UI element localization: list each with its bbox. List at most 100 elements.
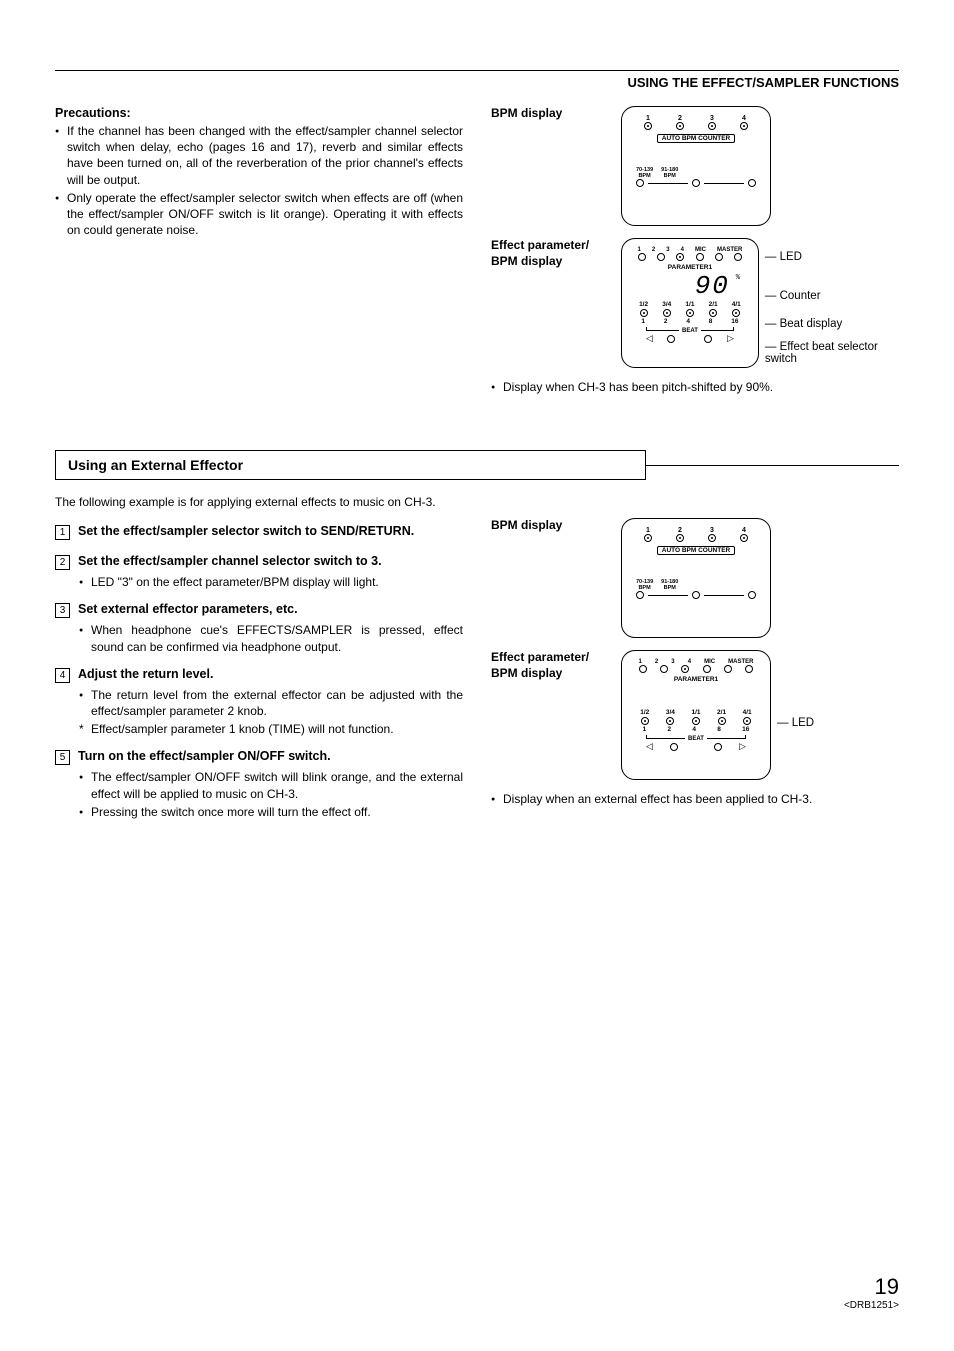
led-icon [667,335,675,343]
led-icon [676,534,684,542]
step-number: 2 [55,555,70,570]
page-number: 19 [844,1274,899,1300]
led-icon [638,253,646,261]
beat-ratio: 2/1 [709,301,718,308]
beat-ratio: 1/2 [640,709,649,716]
precautions-heading: Precautions: [55,106,463,120]
panel-caption: Display when an external effect has been… [491,792,899,806]
ch-num: 2 [652,247,655,253]
beat-ratio: 4/1 [743,709,752,716]
ch-num: 3 [671,659,674,665]
ch-num: 3 [666,247,669,253]
beat-num: 2 [668,726,672,733]
beat-ratio: 3/4 [662,301,671,308]
led-icon [703,665,711,673]
led-icon [745,665,753,673]
annot-counter: Counter [780,290,821,302]
precautions-list: If the channel has been changed with the… [55,123,463,238]
annot-led: LED [780,251,802,263]
section-intro: The following example is for applying ex… [55,494,463,510]
bpm-display-label: BPM display [491,518,611,534]
led-icon [660,665,668,673]
led-icon [743,717,751,725]
step-note: Effect/sampler parameter 1 knob (TIME) w… [79,721,463,737]
auto-bpm-label: AUTO BPM COUNTER [657,134,736,143]
effect-panel: 1 2 3 4 MIC MASTER [621,650,771,780]
page-footer: 19 <DRB1251> [844,1274,899,1311]
step-number: 1 [55,525,70,540]
beat-ratio: 3/4 [666,709,675,716]
beat-num: 16 [731,318,738,325]
step-title: Set external effector parameters, etc. [78,602,298,618]
triangle-right-icon: ▷ [739,741,746,752]
led-icon [724,665,732,673]
led-icon [715,253,723,261]
led-icon [666,717,674,725]
step-bullet: LED "3" on the effect parameter/BPM disp… [79,574,463,590]
led-icon [692,717,700,725]
led-icon [748,179,756,187]
led-icon [696,253,704,261]
ch-num: 4 [742,527,746,534]
led-icon [663,309,671,317]
ch-num: 2 [678,527,682,534]
ch-num: 2 [678,115,682,122]
triangle-left-icon: ◁ [646,333,653,344]
annot-beat: Beat display [780,318,843,330]
beat-ratio: 1/1 [685,301,694,308]
step-title: Set the effect/sampler selector switch t… [78,524,414,540]
beat-num: 2 [664,318,668,325]
section-title: Using an External Effector [55,450,646,480]
ch-num: 4 [681,247,684,253]
beat-num: 16 [742,726,749,733]
led-icon [704,335,712,343]
step-title: Turn on the effect/sampler ON/OFF switch… [78,749,331,765]
led-icon [641,717,649,725]
eff-display-label: Effect parameter/ BPM display [491,650,611,681]
auto-bpm-label: AUTO BPM COUNTER [657,546,736,555]
ch-num: 4 [742,115,746,122]
counter-digits: 90 [695,271,730,301]
bpm-panel: 1 2 3 4 AUTO BPM COUNTER 70-139 BPM 91-1… [621,518,771,638]
percent-label: % [736,274,742,282]
bpm-display-label: BPM display [491,106,611,122]
led-icon [732,309,740,317]
led-icon [644,534,652,542]
led-icon [676,253,684,261]
bpm-range: 70-139 BPM [636,579,653,591]
led-icon [718,717,726,725]
beat-num: 1 [643,726,647,733]
bpm-range: 91-180 BPM [661,167,678,179]
beat-num: 4 [686,318,690,325]
step-number: 5 [55,750,70,765]
step-bullet: When headphone cue's EFFECTS/SAMPLER is … [79,622,463,654]
led-icon [670,743,678,751]
led-icon [686,309,694,317]
led-icon [708,534,716,542]
header-title: USING THE EFFECT/SAMPLER FUNCTIONS [55,75,899,90]
led-icon [748,591,756,599]
beat-num: 4 [692,726,696,733]
led-icon [636,591,644,599]
triangle-right-icon: ▷ [727,333,734,344]
precaution-item: If the channel has been changed with the… [55,123,463,188]
step-bullet: Pressing the switch once more will turn … [79,804,463,820]
led-icon [644,122,652,130]
step-bullet: The effect/sampler ON/OFF switch will bl… [79,769,463,801]
bpm-range: 70-139 BPM [636,167,653,179]
led-icon [657,253,665,261]
beat-num: 8 [717,726,721,733]
step-title: Set the effect/sampler channel selector … [78,554,382,570]
param-label: PARAMETER1 [632,676,760,683]
beat-num: 1 [641,318,645,325]
led-icon [708,122,716,130]
counter-value: 90 % [632,271,748,301]
ch-num: 2 [655,659,658,665]
ch-num: 4 [688,659,691,665]
ch-num: 1 [646,527,650,534]
effect-panel: 1 2 3 4 MIC MASTER [621,238,759,368]
triangle-left-icon: ◁ [646,741,653,752]
step-number: 4 [55,668,70,683]
annot-led: LED [792,717,814,729]
led-icon [740,122,748,130]
